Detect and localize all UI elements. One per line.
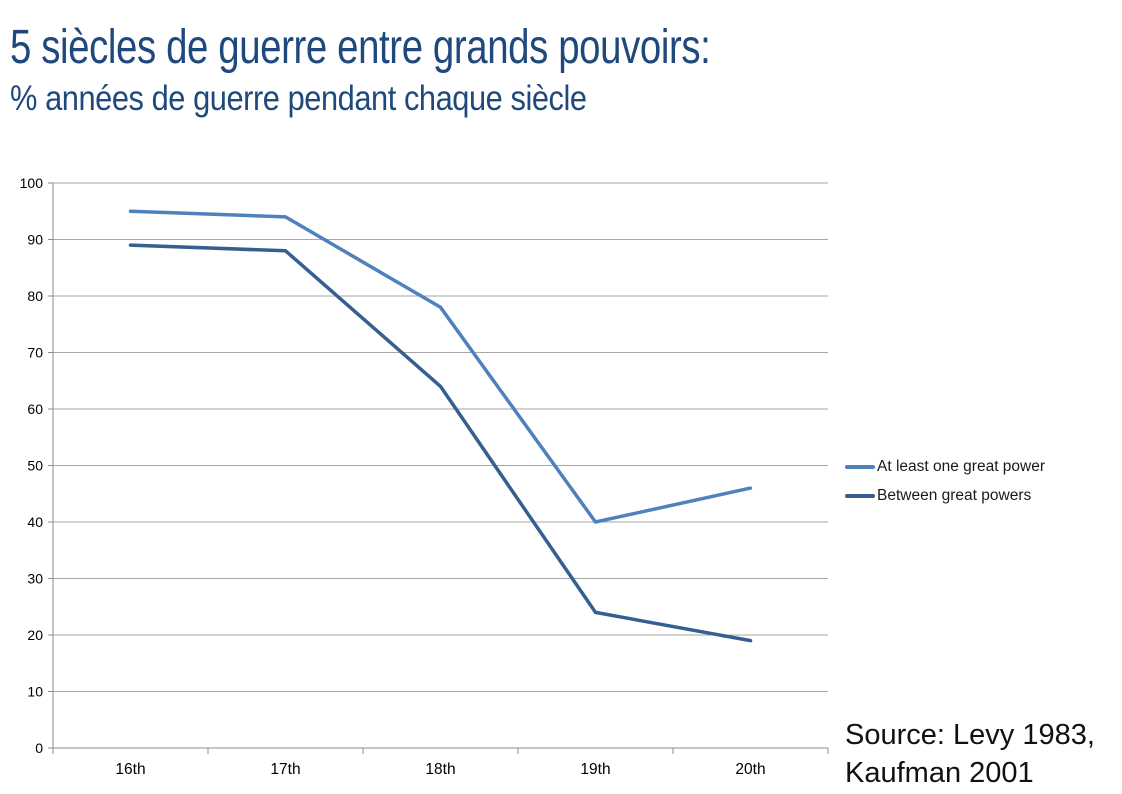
source-line-2: Kaufman 2001 <box>845 757 1034 789</box>
x-axis-label-17th: 17th <box>270 761 300 778</box>
chart-subtitle: % années de guerre pendant chaque siècle <box>10 79 587 119</box>
source-note: Source: Levy 1983, Kaufman 2001 <box>845 716 1095 792</box>
x-axis-label-19th: 19th <box>580 761 610 778</box>
x-axis-label-20th: 20th <box>735 761 765 778</box>
y-axis-tick-label-30: 30 <box>27 570 43 586</box>
chart-header: 5 siècles de guerre entre grands pouvoir… <box>10 20 1110 119</box>
y-axis-tick-label-10: 10 <box>27 683 43 699</box>
legend-label-series-0: At least one great power <box>877 457 1046 475</box>
y-axis-tick-label-80: 80 <box>27 288 43 304</box>
x-axis-label-16th: 16th <box>115 761 145 778</box>
y-axis-tick-label-90: 90 <box>27 231 43 247</box>
series-line-1 <box>128 243 753 643</box>
legend-item-series-0: At least one great power <box>845 452 1045 481</box>
chart-title: 5 siècles de guerre entre grands pouvoir… <box>10 21 711 74</box>
y-axis-tick-label-50: 50 <box>27 457 43 473</box>
source-line-1: Source: Levy 1983, <box>845 719 1095 751</box>
y-axis-tick-label-0: 0 <box>35 740 43 756</box>
x-axis-label-18th: 18th <box>425 761 455 778</box>
y-axis-tick-label-100: 100 <box>20 175 44 191</box>
legend-line-marker-series-1 <box>845 493 875 498</box>
legend: At least one great power Between great p… <box>845 452 1045 510</box>
legend-item-series-1: Between great powers <box>845 481 1045 510</box>
legend-label-series-1: Between great powers <box>877 486 1032 504</box>
y-axis-tick-label-70: 70 <box>27 344 43 360</box>
y-axis-tick-label-60: 60 <box>27 401 43 417</box>
legend-line-marker-series-0 <box>845 464 875 469</box>
y-axis-tick-label-40: 40 <box>27 514 43 530</box>
y-axis-tick-label-20: 20 <box>27 627 43 643</box>
series-line-0 <box>128 209 753 524</box>
